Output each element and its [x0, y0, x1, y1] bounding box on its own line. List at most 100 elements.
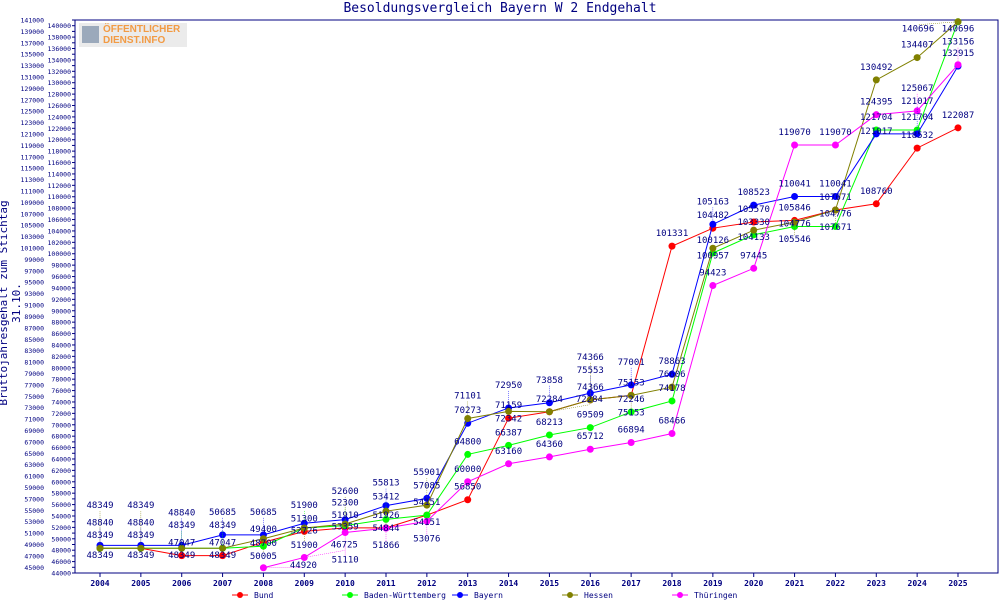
y-tick-label: 84000	[51, 341, 71, 349]
data-label-leader	[549, 404, 590, 412]
y-tick-label: 77000	[24, 381, 44, 389]
data-label: 53076	[413, 534, 440, 544]
data-label: 44920	[290, 561, 317, 571]
y-tick-label: 132000	[48, 68, 72, 76]
data-label: 50005	[250, 552, 277, 562]
x-tick-label: 2023	[867, 579, 886, 588]
data-point	[954, 124, 962, 132]
y-tick-label: 141000	[21, 17, 45, 25]
data-label: 51866	[372, 541, 399, 551]
data-label: 110041	[778, 179, 811, 189]
y-tick-label: 44000	[51, 570, 71, 578]
data-label: 104133	[737, 233, 770, 243]
y-tick-label: 121000	[21, 131, 45, 139]
data-label: 66387	[495, 428, 522, 438]
y-tick-label: 91000	[24, 302, 44, 310]
x-tick-label: 2005	[131, 579, 150, 588]
y-tick-label: 100000	[48, 250, 72, 258]
data-label: 121017	[901, 97, 934, 107]
y-tick-label: 94000	[51, 284, 71, 292]
y-tick-label: 102000	[48, 239, 72, 247]
data-point	[750, 201, 758, 209]
y-tick-label: 51000	[24, 530, 44, 538]
data-label: 63160	[495, 447, 522, 457]
y-tick-label: 118000	[48, 148, 72, 156]
data-label: 52300	[332, 499, 359, 509]
y-tick-label: 45000	[24, 564, 44, 572]
series-line-3	[100, 21, 959, 549]
data-label: 47047	[168, 539, 195, 549]
data-label: 132915	[942, 49, 975, 59]
y-tick-label: 49000	[24, 541, 44, 549]
data-point	[668, 242, 676, 250]
data-label: 70273	[454, 406, 481, 416]
y-tick-label: 58000	[51, 490, 71, 498]
data-label: 53412	[372, 492, 399, 502]
x-tick-label: 2019	[703, 579, 722, 588]
y-tick-label: 124000	[48, 113, 72, 121]
data-label: 105570	[737, 205, 770, 215]
y-tick-label: 81000	[24, 359, 44, 367]
y-tick-label: 134000	[48, 56, 72, 64]
data-label: 51900	[291, 501, 318, 511]
y-tick-label: 97000	[24, 267, 44, 275]
data-label: 104776	[819, 210, 852, 220]
y-tick-label: 138000	[48, 34, 72, 42]
x-tick-label: 2021	[785, 579, 804, 588]
data-label-leader	[304, 550, 345, 558]
y-tick-label: 85000	[24, 336, 44, 344]
y-tick-label: 115000	[21, 165, 45, 173]
data-label: 48349	[127, 501, 154, 511]
data-point	[791, 141, 799, 149]
data-label: 75153	[618, 378, 645, 388]
data-label: 72284	[576, 395, 603, 405]
x-tick-label: 2009	[295, 579, 314, 588]
y-tick-label: 98000	[51, 262, 71, 270]
y-tick-label: 64000	[51, 455, 71, 463]
data-label: 71159	[495, 401, 522, 411]
series-line-4	[263, 64, 959, 569]
data-label: 134407	[901, 41, 934, 51]
data-label: 51110	[332, 555, 359, 565]
data-label: 121704	[901, 113, 934, 123]
y-tick-label: 105000	[21, 222, 45, 230]
data-point	[505, 460, 513, 468]
data-label: 75153	[618, 408, 645, 418]
data-label: 64360	[536, 440, 563, 450]
y-tick-label: 90000	[51, 307, 71, 315]
y-tick-label: 135000	[21, 51, 45, 59]
y-tick-label: 61000	[24, 473, 44, 481]
y-tick-label: 73000	[24, 404, 44, 412]
data-label: 52600	[332, 487, 359, 497]
y-tick-label: 111000	[21, 188, 45, 196]
data-label: 48840	[127, 518, 154, 528]
data-label: 53359	[332, 523, 359, 533]
y-tick-label: 99000	[24, 256, 44, 264]
y-tick-label: 79000	[24, 370, 44, 378]
plot-lines	[72, 18, 999, 598]
y-tick-label: 87000	[24, 324, 44, 332]
legend-marker	[677, 592, 683, 598]
y-tick-label: 76000	[51, 387, 71, 395]
y-tick-label: 113000	[21, 176, 45, 184]
y-tick-label: 75000	[24, 393, 44, 401]
y-tick-label: 62000	[51, 467, 71, 475]
y-tick-label: 59000	[24, 484, 44, 492]
data-label: 74366	[577, 383, 604, 393]
data-point	[505, 441, 513, 449]
data-label: 48349	[86, 551, 113, 561]
data-label: 72950	[495, 381, 522, 391]
y-tick-label: 120000	[48, 136, 72, 144]
legend-label: Hessen	[584, 591, 613, 600]
data-point	[668, 383, 676, 391]
data-label: 51900	[291, 541, 318, 551]
y-tick-label: 52000	[51, 524, 71, 532]
data-label: 51926	[372, 511, 399, 521]
data-label: 51910	[332, 511, 359, 521]
y-tick-label: 123000	[21, 119, 45, 127]
legend-marker	[347, 592, 353, 598]
data-point	[913, 144, 921, 152]
data-point	[709, 282, 717, 290]
data-label: 119070	[778, 128, 811, 138]
y-tick-label: 72000	[51, 410, 71, 418]
